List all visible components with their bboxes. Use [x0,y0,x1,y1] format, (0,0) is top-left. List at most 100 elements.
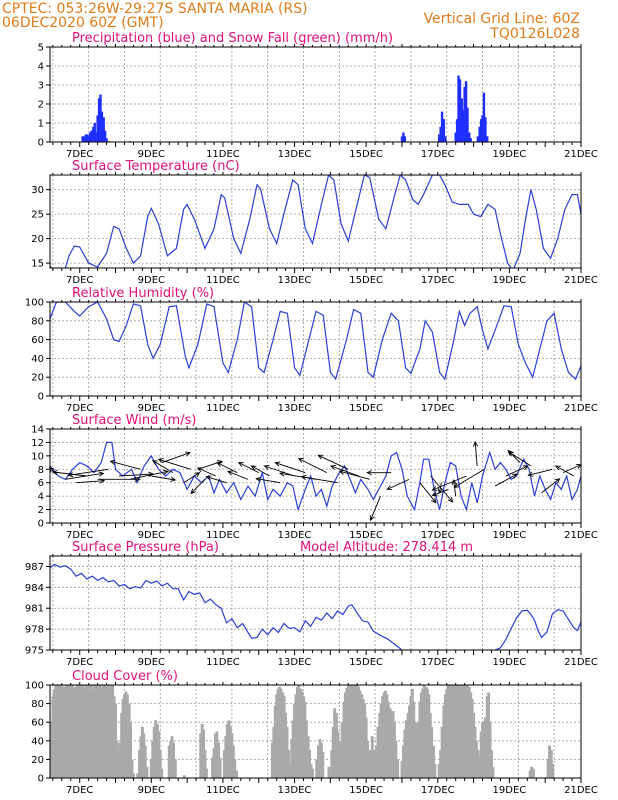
wind-vector [67,468,109,478]
wind-vector-shaft [68,468,109,476]
wind-vector-head [67,472,74,478]
x-tick-label: 17DEC [421,403,455,414]
panel-title: Relative Humidity (%) [72,286,214,301]
wind-vector [527,468,553,477]
wind-vector-shaft [227,470,249,480]
wind-vector [453,468,485,488]
wind-vector-shaft [183,472,200,484]
wind-vector [205,475,227,484]
x-tick-label: 9DEC [138,403,165,414]
wind-vector-head [527,471,534,477]
y-tick-label: 4 [38,492,44,503]
cloud-bar [225,724,229,778]
wind-vector [300,474,338,484]
y-tick-label: 981 [25,604,44,615]
wind-vector-head [431,485,438,491]
cloud-bar [107,688,111,778]
wind-vector-shaft [264,465,295,477]
cloud-bar [358,690,362,778]
wind-vector-shaft [432,489,449,496]
cloud-bar [476,750,480,778]
wind-vector-shaft [65,472,104,480]
cloud-bar [279,688,283,778]
cloud-bar [233,759,237,778]
cloud-bar [491,766,495,778]
series-group [81,75,489,142]
x-tick-label: 11DEC [206,275,240,286]
cloud-bar [172,742,175,778]
panel-title: Cloud Cover (%) [72,669,178,684]
wind-vector-shaft [453,480,457,497]
y-tick-label: 2 [38,505,44,516]
precip-bar [485,136,489,142]
x-tick-label: 7DEC [66,785,93,796]
wind-vector-head [250,465,257,471]
x-tick-label: 9DEC [138,785,165,796]
cloud-bar [205,768,208,778]
wind-vector-head [194,472,201,478]
y-tick-label: 14 [31,425,44,436]
y-tick-label: 15 [31,259,44,270]
cloud-bar [315,759,319,778]
y-tick-label: 25 [31,210,44,221]
precip-bar [99,94,102,142]
wind-vector-shaft [152,460,174,474]
y-tick-label: 40 [31,736,44,747]
wind-vector [419,482,437,504]
cloud-bar [218,757,222,778]
panel-title: Surface Wind (m/s) [72,413,196,428]
wind-vector [227,470,249,480]
plot-frame [49,684,582,779]
wind-vector [507,451,532,467]
y-tick-label: 978 [25,625,44,636]
wind-vector-shaft [555,465,575,477]
precip-bar [403,136,407,142]
panel-title: Surface Temperature (nC) [72,159,240,174]
cloud-bar [394,740,398,778]
precip-bar [476,136,480,142]
wind-vector [366,470,392,476]
wind-vector [161,451,192,463]
wind-vector-shaft [528,468,553,476]
plot-frame [49,46,582,143]
wind-vector-shaft [161,452,191,463]
precip-bar [484,117,487,142]
x-tick-label: 9DEC [138,530,165,541]
wind-vector-head [330,465,337,470]
wind-vector [183,472,201,484]
plot-frame [49,428,582,524]
x-tick-label: 13DEC [278,530,312,541]
wind-vector-head [157,458,164,464]
cloud-bar [430,726,434,778]
cloud-bar [64,685,68,778]
wind-vector-shaft [318,454,349,470]
precip-bar [457,75,460,142]
wind-vector-shaft [256,478,281,484]
wind-vector-head [196,467,203,473]
wind-vector-head [300,474,307,480]
wind-vectors [48,440,583,522]
cloud-bar [160,768,164,778]
wind-vector-head [279,471,285,477]
y-tick-label: 20 [31,234,44,245]
x-tick-label: 13DEC [278,403,312,414]
wind-vector-head [51,469,58,476]
header-station: CPTEC: 053:26W-29:27S SANTA MARIA (RS) [2,1,308,17]
cloud-bar [396,759,400,778]
wind-vector-shaft [508,451,532,467]
y-tick-label: 8 [38,465,44,476]
x-tick-label: 15DEC [349,785,383,796]
y-tick-label: 975 [25,646,44,657]
precip-bar [460,98,463,142]
wind-vector-head [274,461,281,467]
precip-bar [92,126,95,142]
wind-vector [554,465,575,477]
precip-bar [481,115,484,142]
cloud-bar [440,726,444,778]
series-line [50,563,581,650]
y-tick-label: 4 [38,62,44,73]
wind-vector [369,495,381,522]
precip-bar [102,117,105,142]
x-tick-label: 21DEC [564,530,598,541]
cloud-bar [125,694,129,778]
